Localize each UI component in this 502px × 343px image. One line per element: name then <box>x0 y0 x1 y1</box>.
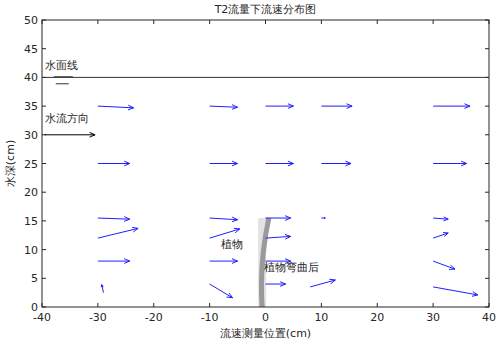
y-tick-label: 40 <box>24 71 38 84</box>
x-tick-label: 40 <box>482 311 496 324</box>
x-tick-top <box>377 20 378 24</box>
water-line <box>42 77 489 78</box>
x-tick <box>97 303 98 307</box>
x-tick-top <box>209 20 210 24</box>
y-tick-right <box>485 163 489 164</box>
y-tick-label: 20 <box>24 186 38 199</box>
velocity-arrow <box>98 227 138 238</box>
velocity-arrow <box>101 285 103 293</box>
y-tick-label: 5 <box>31 272 38 285</box>
annotation: 植物 <box>221 238 243 251</box>
x-tick <box>433 303 434 307</box>
y-tick-right <box>485 249 489 250</box>
y-tick <box>42 48 46 49</box>
velocity-arrow <box>321 218 325 219</box>
annotation: 植物弯曲后 <box>264 261 319 274</box>
velocity-arrow <box>210 217 238 222</box>
y-axis-label: 水深(cm) <box>4 140 17 187</box>
y-tick <box>42 106 46 107</box>
x-tick-label: 30 <box>426 311 440 324</box>
x-tick-top <box>433 20 434 24</box>
velocity-arrow <box>210 284 233 298</box>
velocity-arrow <box>321 104 352 109</box>
y-tick <box>42 278 46 279</box>
x-axis-label: 流速测量位置(cm) <box>220 327 311 340</box>
y-tick-label: 25 <box>24 158 38 171</box>
x-tick-label: 0 <box>262 311 269 324</box>
velocity-arrow <box>433 217 448 221</box>
plot-frame <box>42 20 489 307</box>
x-tick-label: -10 <box>201 311 219 324</box>
y-tick-right <box>485 192 489 193</box>
velocity-arrow <box>433 261 455 269</box>
water-symbol <box>56 83 69 84</box>
velocity-arrow <box>266 104 294 109</box>
title: T2流量下流速分布图 <box>214 3 317 16</box>
background <box>0 0 502 343</box>
annotation: 水流方向 <box>45 112 89 125</box>
x-tick <box>377 303 378 307</box>
x-tick <box>209 303 210 307</box>
velocity-arrow <box>266 282 286 287</box>
y-tick-right <box>485 220 489 221</box>
velocity-arrow <box>98 161 130 166</box>
velocity-arrow <box>321 161 351 166</box>
velocity-arrow <box>98 259 130 264</box>
y-tick-label: 15 <box>24 215 38 228</box>
x-tick-top <box>321 20 322 24</box>
plot-area <box>42 20 489 307</box>
velocity-arrow <box>266 234 291 239</box>
y-tick-right <box>485 48 489 49</box>
y-tick <box>42 249 46 250</box>
x-tick-top <box>97 20 98 24</box>
x-tick-label: 20 <box>370 311 384 324</box>
velocity-arrow <box>210 161 238 166</box>
x-tick-top <box>265 20 266 24</box>
velocity-arrow <box>210 105 238 110</box>
velocity-arrow <box>433 161 467 166</box>
y-tick-label: 10 <box>24 244 38 257</box>
x-tick-label: -30 <box>89 311 107 324</box>
water-symbol <box>54 76 73 77</box>
chart: -40-30-20-100102030400510152025303540455… <box>0 0 502 343</box>
velocity-arrow <box>266 216 291 221</box>
velocity-arrow <box>266 161 294 166</box>
y-tick-label: 50 <box>24 14 38 27</box>
y-tick-label: 45 <box>24 43 38 56</box>
plot-content <box>42 77 489 307</box>
flow-arrow <box>45 132 95 137</box>
y-tick <box>42 192 46 193</box>
y-tick-right <box>485 106 489 107</box>
x-tick-top <box>153 20 154 24</box>
x-tick-label: 10 <box>314 311 328 324</box>
x-tick <box>321 303 322 307</box>
y-tick-label: 35 <box>24 100 38 113</box>
y-tick <box>42 163 46 164</box>
velocity-arrow <box>210 228 240 238</box>
velocity-arrow <box>310 279 335 287</box>
velocity-arrow <box>433 287 478 296</box>
velocity-arrow <box>433 233 448 239</box>
y-tick-label: 0 <box>31 301 38 314</box>
velocity-arrow <box>210 259 238 264</box>
x-tick <box>153 303 154 307</box>
annotation: 水面线 <box>45 59 78 72</box>
velocity-arrow <box>433 104 470 109</box>
velocity-arrow <box>98 105 134 110</box>
velocity-arrow <box>98 217 130 222</box>
x-tick-label: -20 <box>145 311 163 324</box>
y-tick-right <box>485 278 489 279</box>
y-tick <box>42 220 46 221</box>
y-tick-label: 30 <box>24 129 38 142</box>
y-tick-right <box>485 134 489 135</box>
